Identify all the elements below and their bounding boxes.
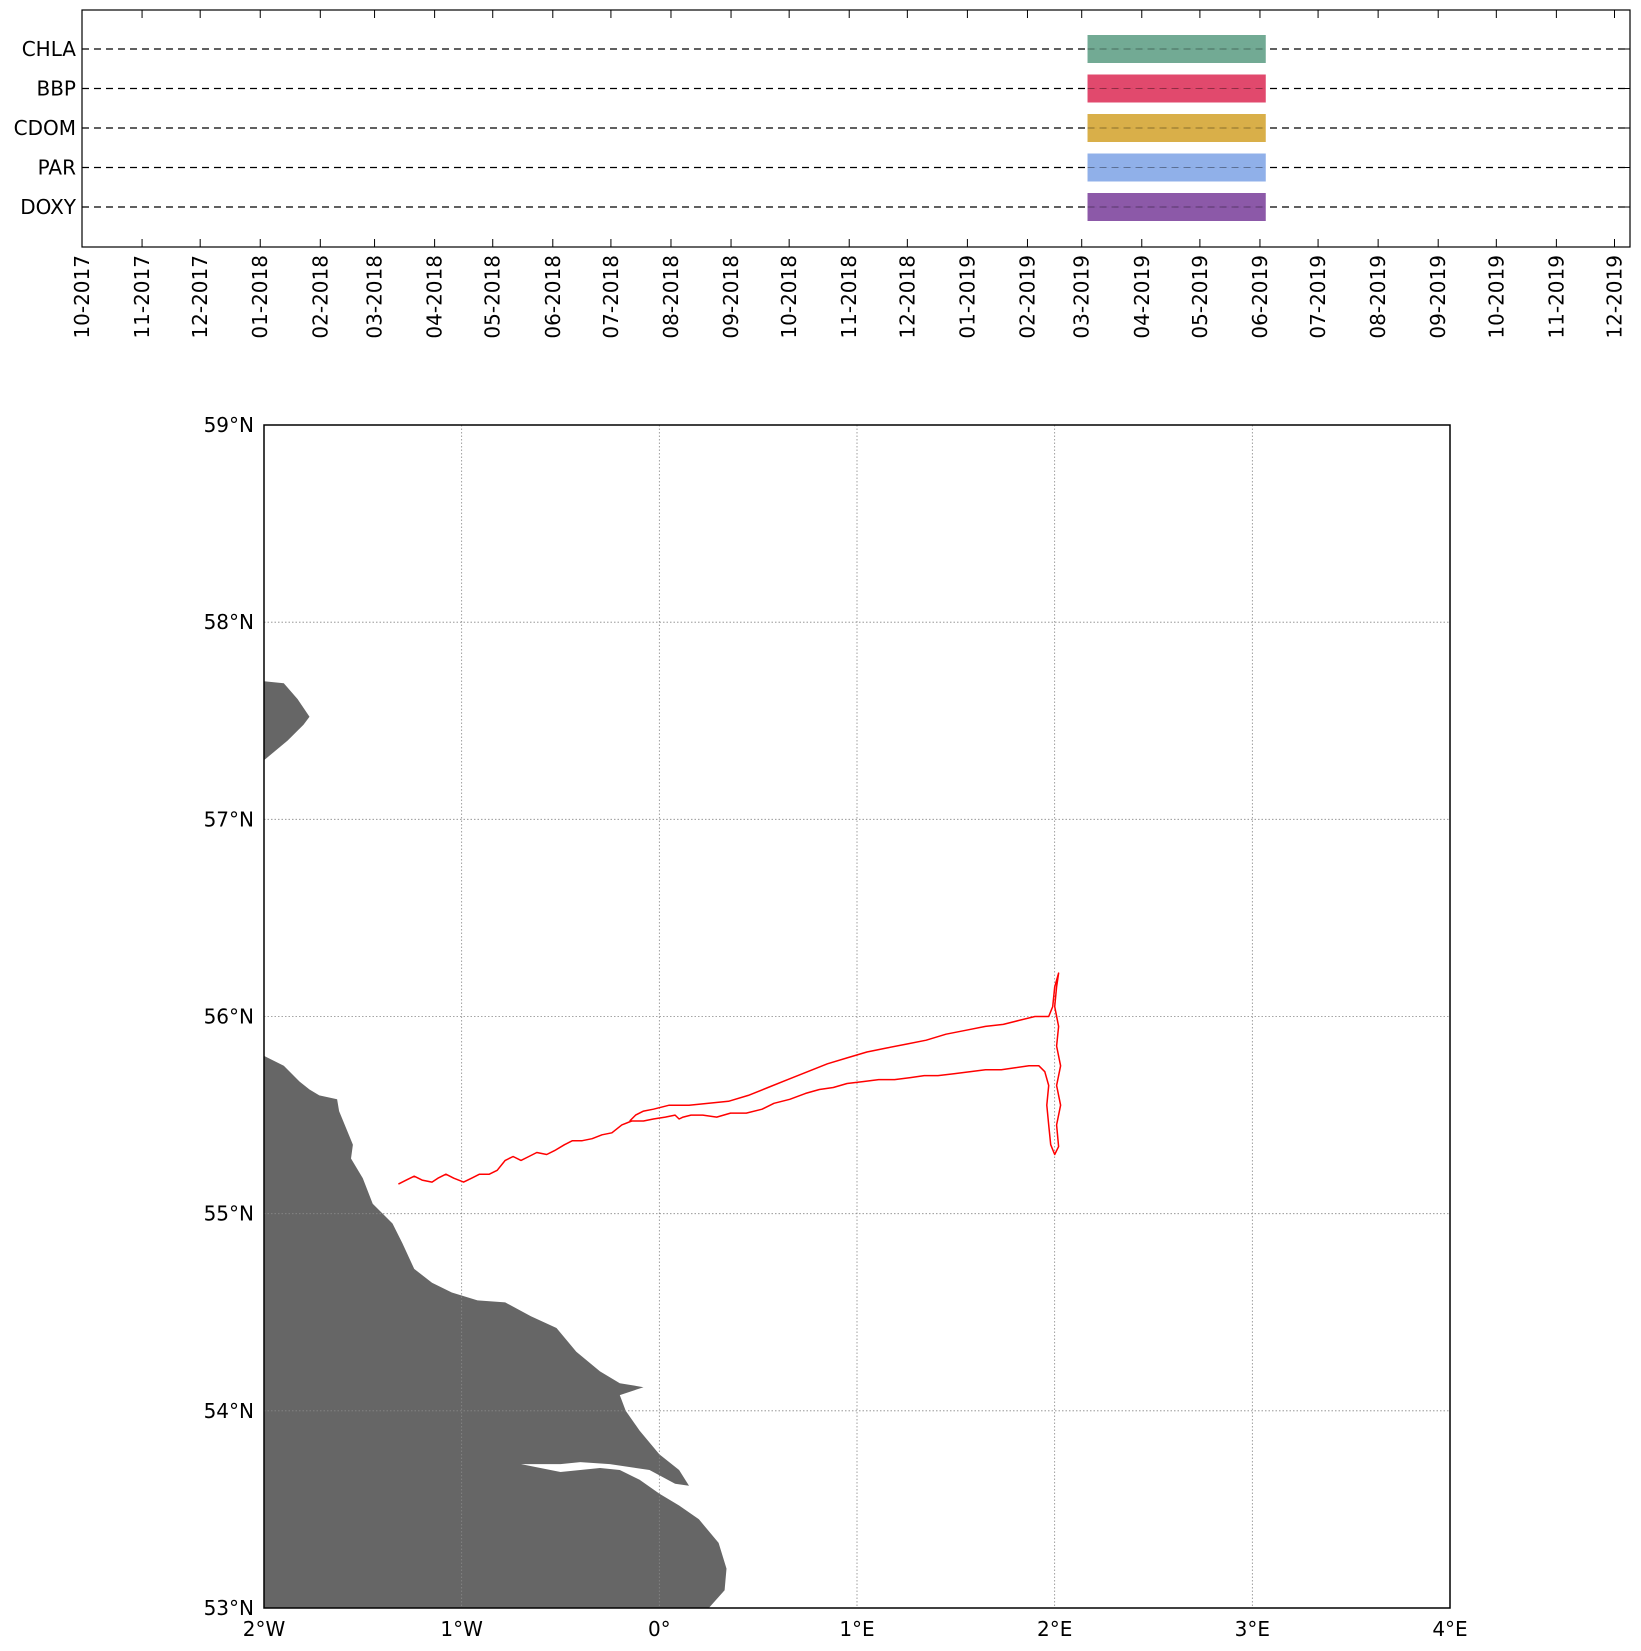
float-trajectory (398, 972, 1062, 1185)
gantt-bar-doxy (1087, 193, 1266, 221)
gantt-x-label: 12-2017 (188, 255, 212, 339)
map-y-label: 59°N (204, 413, 254, 437)
map-x-label: 3°E (1235, 1617, 1270, 1641)
gantt-x-label: 12-2019 (1603, 255, 1627, 339)
map-x-label: 0° (648, 1617, 671, 1641)
map-x-label: 1°E (839, 1617, 874, 1641)
gantt-x-label: 05-2019 (1188, 255, 1212, 339)
map-y-label: 56°N (204, 1005, 254, 1029)
gantt-y-label: DOXY (20, 195, 77, 219)
gantt-bar-chla (1087, 35, 1266, 63)
gantt-x-label: 10-2018 (777, 255, 801, 339)
gantt-bar-cdom (1087, 114, 1266, 142)
map-frame (263, 424, 1451, 1609)
land-england (264, 1055, 727, 1608)
gantt-x-label: 02-2018 (308, 255, 332, 339)
gantt-x-label: 07-2019 (1306, 255, 1330, 339)
gantt-x-label: 11-2018 (837, 255, 861, 339)
gantt-x-label: 03-2018 (363, 255, 387, 339)
map-y-label: 54°N (204, 1399, 254, 1423)
gantt-x-label: 12-2018 (895, 255, 919, 339)
map-y-label: 55°N (204, 1202, 254, 1226)
gantt-y-label: CDOM (14, 116, 76, 140)
gantt-y-label: CHLA (22, 37, 77, 61)
map-x-label: 4°E (1432, 1617, 1467, 1641)
gantt-y-label: BBP (36, 77, 76, 101)
gantt-x-label: 09-2018 (719, 255, 743, 339)
map-y-label: 53°N (204, 1596, 254, 1620)
gantt-x-label: 10-2017 (70, 255, 94, 339)
gantt-bar-par (1087, 153, 1266, 182)
gantt-x-label: 03-2019 (1070, 255, 1094, 339)
gantt-x-label: 09-2019 (1426, 255, 1450, 339)
land-scotland (264, 681, 310, 761)
map-y-label: 57°N (204, 807, 254, 831)
gantt-x-label: 11-2017 (130, 255, 154, 339)
map-plot-area (264, 425, 1450, 1608)
gantt-x-label: 06-2019 (1248, 255, 1272, 339)
gantt-x-label: 07-2018 (599, 255, 623, 339)
gantt-x-label: 05-2018 (481, 255, 505, 339)
gantt-x-label: 04-2019 (1130, 255, 1154, 339)
map-x-label: 2°E (1037, 1617, 1072, 1641)
gantt-x-label: 08-2019 (1366, 255, 1390, 339)
gantt-x-label: 04-2018 (423, 255, 447, 339)
map-x-label: 1°W (440, 1617, 483, 1641)
gantt-x-label: 08-2018 (659, 255, 683, 339)
gantt-x-label: 01-2018 (248, 255, 272, 339)
map-y-label: 58°N (204, 610, 254, 634)
gantt-x-label: 10-2019 (1484, 255, 1508, 339)
gantt-bar-bbp (1087, 74, 1266, 103)
gantt-x-label: 01-2019 (955, 255, 979, 339)
gantt-x-label: 02-2019 (1015, 255, 1039, 339)
gantt-y-label: PAR (38, 156, 76, 180)
gantt-x-label: 06-2018 (541, 255, 565, 339)
gantt-x-label: 11-2019 (1544, 255, 1568, 339)
map-x-label: 2°W (243, 1617, 286, 1641)
